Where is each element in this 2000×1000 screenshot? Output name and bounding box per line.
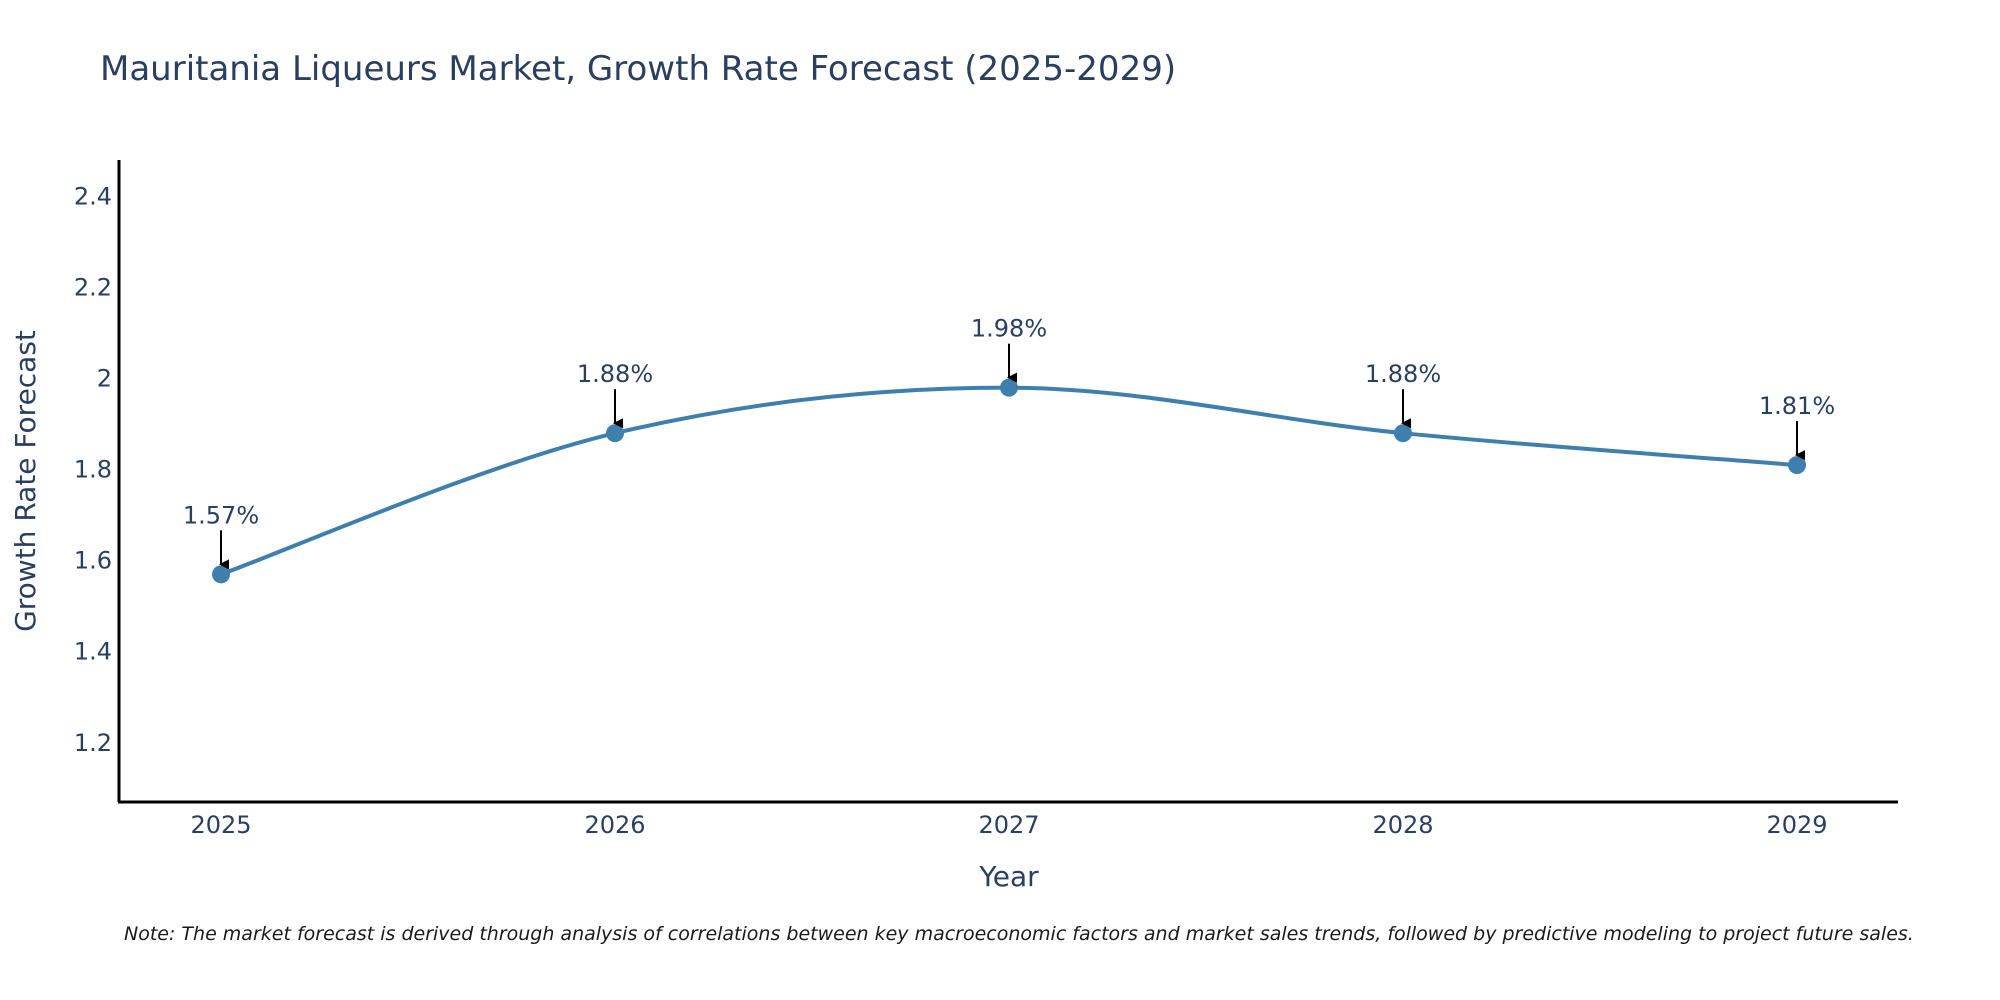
y-tick-label: 2.4	[74, 182, 112, 210]
y-tick-label: 1.4	[74, 638, 112, 666]
data-label: 1.98%	[971, 315, 1047, 343]
y-tick-label: 2.2	[74, 273, 112, 301]
data-points	[212, 378, 1806, 584]
data-label: 1.88%	[577, 360, 653, 388]
x-tick-label: 2028	[1372, 811, 1433, 839]
y-tick-label: 2	[97, 365, 112, 393]
y-tick-label: 1.6	[74, 547, 112, 575]
y-axis-ticks: 1.2 1.4 1.6 1.8 2 2.2 2.4	[74, 182, 112, 756]
y-axis-title: Growth Rate Forecast	[9, 330, 42, 632]
x-tick-label: 2025	[190, 811, 251, 839]
chart-title: Mauritania Liqueurs Market, Growth Rate …	[100, 49, 1176, 89]
data-point	[1788, 456, 1806, 475]
data-point	[1000, 378, 1018, 397]
data-label: 1.57%	[183, 501, 259, 529]
data-label: 1.88%	[1365, 360, 1441, 388]
series-line	[220, 385, 1798, 577]
data-point	[1394, 424, 1412, 443]
x-tick-label: 2029	[1766, 811, 1827, 839]
x-axis-title: Year	[978, 860, 1039, 893]
footnote: Note: The market forecast is derived thr…	[124, 923, 1914, 945]
data-annotations: 1.57% 1.88% 1.98% 1.88% 1.81%	[183, 315, 1835, 570]
x-tick-label: 2026	[584, 811, 645, 839]
data-point	[212, 565, 230, 584]
y-tick-label: 1.8	[74, 456, 112, 484]
data-point	[606, 424, 624, 443]
data-label: 1.81%	[1759, 392, 1835, 420]
x-tick-label: 2027	[978, 811, 1039, 839]
x-axis-ticks: 2025 2026 2027 2028 2029	[190, 811, 1827, 839]
y-tick-label: 1.2	[74, 729, 112, 757]
